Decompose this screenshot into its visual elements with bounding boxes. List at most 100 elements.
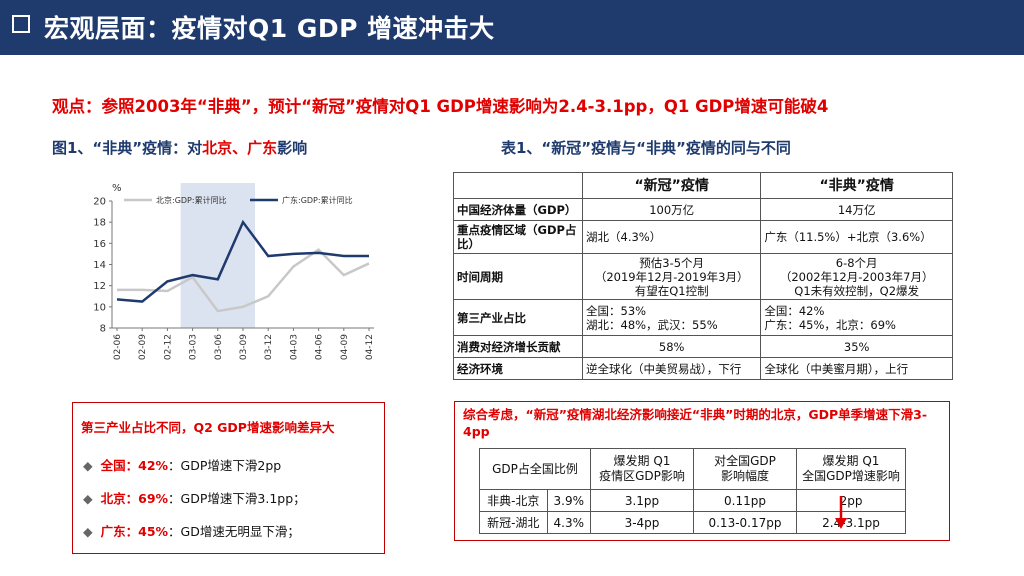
cell-line: 广东：45%，北京：69% — [764, 317, 896, 332]
header-line: 全国GDP增速影响 — [802, 469, 900, 483]
impact-header: GDP占全国比例 — [479, 448, 591, 490]
item-text: ：GDP增速下滑2pp — [168, 458, 282, 473]
cell-line: 预估3-5个月 — [639, 255, 705, 270]
y-tick-label: 10 — [93, 302, 106, 313]
impact-header: 爆发期 Q1 全国GDP增速影响 — [796, 448, 906, 490]
impact-national: 0.11pp — [693, 489, 797, 512]
x-tick-label: 03-06 — [214, 334, 224, 360]
y-tick-label: 14 — [93, 260, 106, 271]
box-title: 综合考虑，“新冠”疫情湖北经济影响接近“非典”时期的北京，GDP单季增速下滑3-… — [463, 407, 928, 439]
y-unit-label: % — [112, 183, 122, 194]
item-text: ：GDP增速下滑3.1pp； — [168, 491, 306, 506]
viewpoint-text: 观点：参照2003年“非典”，预计“新冠”疫情对Q1 GDP增速影响为2.4-3… — [52, 97, 829, 116]
table-header-row: “新冠”疫情 “非典”疫情 — [453, 172, 953, 199]
x-tick-label: 03-09 — [239, 334, 249, 360]
slide-header: 宏观层面：疫情对Q1 GDP 增速冲击大 — [0, 0, 1024, 55]
y-tick-label: 18 — [93, 218, 106, 229]
cell-line: Q1未有效控制，Q2爆发 — [794, 283, 920, 298]
x-tick-label: 04-12 — [365, 334, 375, 360]
row-label: 中国经济体量（GDP） — [453, 198, 583, 221]
item-region: 广东：45% — [100, 524, 169, 539]
y-tick-label: 16 — [93, 239, 106, 250]
figure-title-prefix: 图1、“非典”疫情：对 — [52, 139, 203, 157]
conclusion-box: 综合考虑，“新冠”疫情湖北经济影响接近“非典”时期的北京，GDP单季增速下滑3-… — [454, 401, 950, 541]
item-region: 北京：69% — [100, 491, 169, 506]
cell-covid: 预估3-5个月 （2019年12月-2019年3月） 有望在Q1控制 — [581, 253, 762, 300]
impact-table: GDP占全国比例 爆发期 Q1 疫情区GDP影响 对全国GDP 影响幅度 爆发期 Q… — [479, 448, 906, 534]
table-row: 消费对经济增长贡献 58% 35% — [453, 335, 953, 358]
tertiary-industry-box: 第三产业占比不同，Q2 GDP增速影响差异大 ◆ 全国：42%：GDP增速下滑2p… — [72, 402, 385, 554]
down-arrow-icon — [835, 496, 847, 529]
list-item: ◆ 北京：69%：GDP增速下滑3.1pp； — [83, 488, 306, 507]
y-tick-label: 12 — [93, 281, 106, 292]
header-line: 疫情区GDP影响 — [599, 469, 685, 483]
item-region: 全国：42% — [100, 458, 169, 473]
cell-sars: 6-8个月 （2002年12月-2003年7月） Q1未有效控制，Q2爆发 — [760, 253, 953, 300]
impact-header: 爆发期 Q1 疫情区GDP影响 — [590, 448, 694, 490]
cell-line: （2002年12月-2003年7月） — [779, 269, 934, 284]
x-tick-label: 02-06 — [113, 334, 123, 360]
header-line: 爆发期 Q1 — [613, 454, 671, 468]
impact-name: 非典-北京 — [479, 489, 548, 512]
cell-line: （2019年12月-2019年3月） — [594, 269, 749, 284]
series-line — [116, 219, 369, 303]
y-tick-label: 20 — [93, 197, 106, 208]
x-tick-label: 02-12 — [163, 334, 173, 360]
impact-header-row: GDP占全国比例 爆发期 Q1 疫情区GDP影响 对全国GDP 影响幅度 爆发期 Q… — [479, 448, 906, 490]
cell-covid: 100万亿 — [581, 198, 762, 221]
highlight-band — [180, 183, 255, 328]
cell-sars: 14万亿 — [760, 198, 953, 221]
x-tick-label: 04-03 — [289, 334, 299, 360]
list-item: ◆ 全国：42%：GDP增速下滑2pp — [83, 455, 281, 474]
cell-line: 湖北：48%，武汉：55% — [586, 317, 718, 332]
row-label: 第三产业占比 — [453, 299, 583, 336]
diamond-bullet-icon: ◆ — [83, 491, 93, 506]
table-header-empty — [453, 172, 583, 199]
figure-title: 图1、“非典”疫情：对北京、广东影响 — [52, 137, 307, 158]
table-row: 重点疫情区域（GDP占比） 湖北（4.3%） 广东（11.5%）+北京（3.6%… — [453, 220, 953, 254]
cell-covid: 58% — [581, 335, 762, 358]
cell-covid: 湖北（4.3%） — [581, 220, 762, 254]
impact-header: 对全国GDP 影响幅度 — [693, 448, 797, 490]
row-label: 时间周期 — [453, 253, 583, 300]
header-line: 影响幅度 — [720, 469, 769, 483]
diamond-bullet-icon: ◆ — [83, 458, 93, 473]
impact-national: 0.13-0.17pp — [693, 511, 797, 534]
header-line: 爆发期 Q1 — [822, 454, 880, 468]
impact-growth: 2.4-3.1pp — [796, 511, 906, 534]
row-label: 经济环境 — [453, 357, 583, 380]
impact-region: 3.1pp — [590, 489, 694, 512]
impact-ratio: 3.9% — [546, 489, 592, 512]
cell-line: 全国：42% — [764, 303, 825, 318]
legend-label: 广东:GDP:累计同比 — [282, 195, 353, 205]
list-item: ◆ 广东：45%：GD增速无明显下滑； — [83, 521, 300, 540]
x-tick-label: 02-09 — [138, 334, 148, 360]
diamond-bullet-icon: ◆ — [83, 524, 93, 539]
impact-region: 3-4pp — [590, 511, 694, 534]
header-line: 对全国GDP — [714, 454, 776, 468]
cell-covid: 全国：53% 湖北：48%，武汉：55% — [581, 299, 762, 336]
item-text: ：GD增速无明显下滑； — [168, 524, 300, 539]
box-title: 第三产业占比不同，Q2 GDP增速影响差异大 — [81, 420, 335, 435]
table-row: 非典-北京 3.9% 3.1pp 0.11pp 2pp — [479, 489, 906, 512]
table-header-covid: “新冠”疫情 — [581, 172, 762, 199]
x-tick-label: 03-12 — [264, 334, 274, 360]
figure-title-highlight: 北京、广东 — [202, 139, 278, 157]
cell-sars: 全球化（中美蜜月期），上行 — [760, 357, 953, 380]
slide-title: 宏观层面：疫情对Q1 GDP 增速冲击大 — [44, 14, 495, 43]
cell-sars: 全国：42% 广东：45%，北京：69% — [760, 299, 953, 336]
table-row: 第三产业占比 全国：53% 湖北：48%，武汉：55% 全国：42% 广东：45%，… — [453, 299, 953, 336]
cell-sars: 35% — [760, 335, 953, 358]
impact-ratio: 4.3% — [546, 511, 592, 534]
cell-sars: 广东（11.5%）+北京（3.6%） — [760, 220, 953, 254]
table-row: 经济环境 逆全球化（中美贸易战），下行 全球化（中美蜜月期），上行 — [453, 357, 953, 380]
cell-line: 全国：53% — [586, 303, 647, 318]
cell-covid: 逆全球化（中美贸易战），下行 — [581, 357, 762, 380]
impact-growth: 2pp — [796, 489, 906, 512]
y-tick-label: 8 — [100, 324, 106, 335]
table-title: 表1、“新冠”疫情与“非典”疫情的同与不同 — [501, 139, 791, 157]
figure-title-suffix: 影响 — [277, 139, 308, 157]
table-row: 中国经济体量（GDP） 100万亿 14万亿 — [453, 198, 953, 221]
comparison-table: “新冠”疫情 “非典”疫情 中国经济体量（GDP） 100万亿 14万亿 重点疫… — [453, 172, 953, 380]
table-row: 新冠-湖北 4.3% 3-4pp 0.13-0.17pp 2.4-3.1pp — [479, 511, 906, 534]
